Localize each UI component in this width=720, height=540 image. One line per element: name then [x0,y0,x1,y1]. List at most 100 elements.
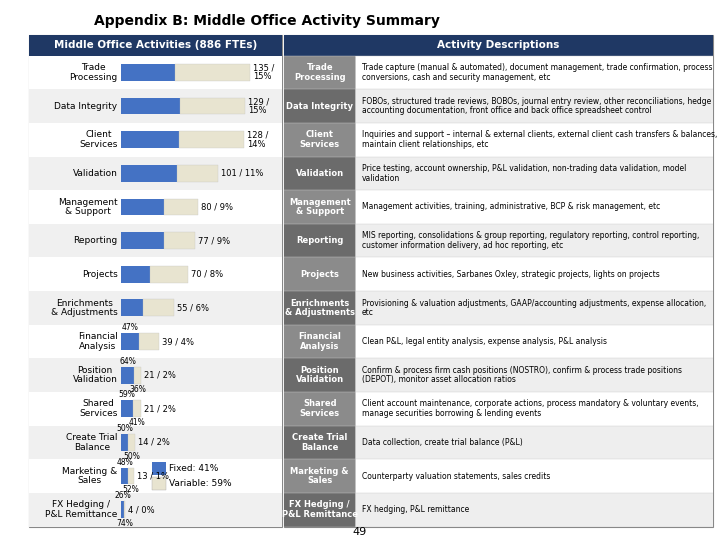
Text: Trade
Processing: Trade Processing [294,63,346,82]
Text: 59%: 59% [119,390,135,400]
Bar [29,224,282,258]
Text: Client account maintenance, corporate actions, process mandatory & voluntary eve: Client account maintenance, corporate ac… [361,400,698,418]
Bar [29,426,282,459]
Text: Management activities, training, administrative, BCP & risk management, etc: Management activities, training, adminis… [361,202,660,212]
Text: Reporting: Reporting [73,236,117,245]
Bar [29,291,282,325]
Bar [121,468,128,484]
Text: Provisioning & valuation adjustments, GAAP/accounting adjustments, expense alloc: Provisioning & valuation adjustments, GA… [361,299,706,317]
Text: Shared
Services: Shared Services [79,400,117,418]
Text: FX Hedging /
P&L Remittance: FX Hedging / P&L Remittance [282,501,358,519]
Text: Inquiries and support – internal & external clients, external client cash transf: Inquiries and support – internal & exter… [361,130,717,149]
Bar [150,266,188,282]
Bar [29,190,282,224]
Bar [284,359,355,392]
Bar [284,89,355,123]
Text: Financial
Analysis: Financial Analysis [298,332,341,351]
Text: Client
Services: Client Services [79,130,117,149]
Text: Trade
Processing: Trade Processing [69,63,117,82]
Bar [124,501,125,518]
Bar [179,131,244,148]
Bar [284,459,355,493]
Bar [284,89,713,123]
Text: Marketing &
Sales: Marketing & Sales [290,467,349,485]
Text: Position
Validation: Position Validation [73,366,117,384]
Text: 13 / 1%: 13 / 1% [137,471,168,481]
Bar [284,359,713,392]
Text: 70 / 8%: 70 / 8% [192,270,223,279]
Text: 80 / 9%: 80 / 9% [201,202,233,212]
Bar [284,291,713,325]
Bar [121,434,128,451]
Bar [143,300,174,316]
Bar [121,199,164,215]
Bar [284,157,713,190]
Bar [284,258,355,291]
Text: 36%: 36% [129,384,146,394]
Bar [284,392,713,426]
Bar [29,157,282,190]
Bar [128,468,134,484]
Bar [29,493,282,526]
Bar [284,123,713,157]
Text: MIS reporting, consolidations & group reporting, regulatory reporting, control r: MIS reporting, consolidations & group re… [361,231,699,250]
Text: Enrichments
& Adjustments: Enrichments & Adjustments [284,299,355,317]
Text: Price testing, account ownership, P&L validation, non-trading data validation, m: Price testing, account ownership, P&L va… [361,164,686,183]
Text: Enrichments
& Adjustments: Enrichments & Adjustments [50,299,117,317]
Bar [284,426,355,459]
Text: Projects: Projects [300,270,339,279]
Bar [175,64,251,81]
Bar [284,56,713,89]
Bar [180,98,245,114]
Text: Data Integrity: Data Integrity [287,102,354,111]
Bar [284,493,355,526]
Bar [164,199,198,215]
Text: 135 /
15%: 135 / 15% [253,63,275,82]
Bar [128,434,135,451]
Bar [121,266,150,282]
Text: Validation: Validation [73,169,117,178]
Text: 77 / 9%: 77 / 9% [198,236,230,245]
Text: FX hedging, P&L remittance: FX hedging, P&L remittance [361,505,469,514]
Bar [284,224,355,258]
Text: 14 / 2%: 14 / 2% [138,438,170,447]
Bar [121,501,124,518]
Bar [284,291,355,325]
Text: 4 / 0%: 4 / 0% [128,505,155,514]
Text: Create Trial
Balance: Create Trial Balance [66,433,117,452]
Bar [29,35,282,56]
Bar [121,333,138,350]
Bar [284,35,713,56]
Text: 128 /
14%: 128 / 14% [247,131,268,149]
Bar [284,325,355,359]
Text: Variable: 59%: Variable: 59% [169,480,232,488]
Text: Middle Office Activities (886 FTEs): Middle Office Activities (886 FTEs) [54,40,257,50]
Bar [29,325,282,359]
Bar [29,392,282,426]
Text: 129 /
15%: 129 / 15% [248,97,269,115]
Bar [164,232,195,249]
Bar [29,459,282,493]
Bar [132,400,141,417]
Bar [121,232,164,249]
Text: Position
Validation: Position Validation [296,366,344,384]
Text: 41%: 41% [129,418,145,427]
Text: FX Hedging /
P&L Remittance: FX Hedging / P&L Remittance [45,501,117,519]
Text: Management
& Support: Management & Support [289,198,351,217]
Bar [121,367,134,383]
Bar [29,89,282,123]
Text: 39 / 4%: 39 / 4% [162,337,194,346]
Text: Projects: Projects [82,270,117,279]
Text: 101 / 11%: 101 / 11% [221,169,264,178]
Bar [29,123,282,157]
Bar [284,157,355,190]
Text: 21 / 2%: 21 / 2% [145,370,176,380]
Bar [284,426,713,459]
Text: 26%: 26% [114,491,131,500]
Text: 52%: 52% [122,485,139,495]
Text: 55 / 6%: 55 / 6% [177,303,209,312]
Text: Management
& Support: Management & Support [58,198,117,217]
Text: Validation: Validation [296,169,344,178]
Bar [29,56,282,89]
Bar [121,165,177,182]
